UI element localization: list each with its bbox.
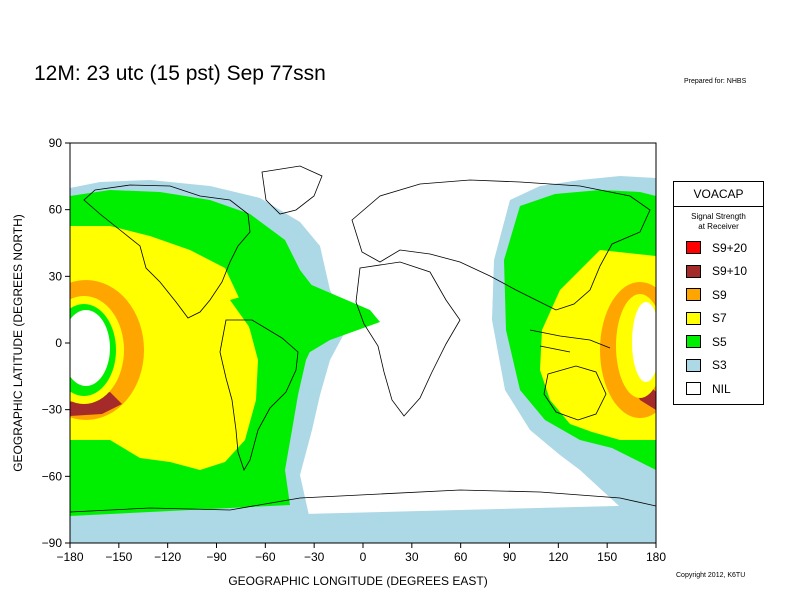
x-axis-label: GEOGRAPHIC LONGITUDE (DEGREES EAST) <box>228 574 487 588</box>
y-axis-label: GEOGRAPHIC LATITUDE (DEGREES NORTH) <box>11 214 25 472</box>
x-tick-label: 60 <box>454 550 468 564</box>
legend-swatch <box>686 311 701 325</box>
legend-label: S3 <box>712 358 727 373</box>
legend-label: S9+20 <box>712 240 748 255</box>
legend-subtitle-line2: at Receiver <box>698 222 739 231</box>
legend-title: VOACAP <box>674 182 763 207</box>
x-tick-label: −120 <box>154 550 181 564</box>
legend-item: S9+20 <box>674 236 763 260</box>
legend-label: S9+10 <box>712 264 748 279</box>
x-tick-label: −60 <box>255 550 276 564</box>
south-america-outline <box>219 319 299 471</box>
legend-swatch <box>686 382 701 396</box>
y-tick-label: 30 <box>49 269 63 283</box>
legend: VOACAP Signal Strength at Receiver S9+20… <box>673 181 764 405</box>
legend-item: S3 <box>674 354 763 378</box>
x-tick-label: 0 <box>360 550 367 564</box>
x-tick-label: 150 <box>597 550 617 564</box>
legend-item: S7 <box>674 307 763 331</box>
legend-swatch <box>686 288 701 302</box>
eurasia-outline <box>351 179 651 311</box>
greenland-outline <box>261 165 323 215</box>
legend-subtitle-line1: Signal Strength <box>691 212 746 221</box>
australia-outline <box>543 365 607 421</box>
legend-item: NIL <box>674 377 763 401</box>
inner-ring-nil <box>70 302 656 386</box>
coverage-areas <box>70 176 656 543</box>
x-tick-label: −150 <box>105 550 132 564</box>
y-axis-ticks: 90 60 30 0 −30 −60 −90 <box>42 136 70 550</box>
x-tick-label: −180 <box>56 550 83 564</box>
x-tick-label: 90 <box>503 550 517 564</box>
legend-label: S9 <box>712 287 727 302</box>
legend-swatch <box>686 264 701 278</box>
legend-label: NIL <box>712 381 731 396</box>
map-title: 12M: 23 utc (15 pst) Sep 77ssn <box>34 62 326 85</box>
continent-outlines <box>70 165 656 513</box>
copyright-note: Copyright 2012, K6TU <box>676 572 746 579</box>
north-america-outline <box>83 184 251 319</box>
x-axis-ticks: −180 −150 −120 −90 −60 −30 0 30 60 90 120 150 180 <box>56 543 666 564</box>
legend-label: S7 <box>712 311 727 326</box>
legend-swatch <box>686 335 701 349</box>
legend-items: S9+20 S9+10 S9 S7 S5 S3 NIL <box>674 236 763 401</box>
africa-outline <box>355 261 461 417</box>
x-tick-label: 180 <box>646 550 666 564</box>
y-tick-label: 90 <box>49 136 63 150</box>
legend-swatch <box>686 358 701 372</box>
legend-item: S9 <box>674 283 763 307</box>
y-tick-label: −90 <box>42 536 63 550</box>
legend-label: S5 <box>712 334 727 349</box>
legend-subtitle: Signal Strength at Receiver <box>674 212 763 232</box>
legend-item: S5 <box>674 330 763 354</box>
x-tick-label: 120 <box>548 550 568 564</box>
legend-item: S9+10 <box>674 260 763 284</box>
x-tick-label: −30 <box>304 550 325 564</box>
indonesia-outline <box>529 329 611 353</box>
y-tick-label: 0 <box>55 336 62 350</box>
y-tick-label: 60 <box>49 203 63 217</box>
x-tick-label: −90 <box>206 550 227 564</box>
legend-swatch <box>686 241 701 255</box>
y-tick-label: −30 <box>42 403 63 417</box>
y-tick-label: −60 <box>42 469 63 483</box>
atlantic-corridor <box>230 280 380 370</box>
x-tick-label: 30 <box>405 550 419 564</box>
prepared-for-note: Prepared for: NHBS <box>684 78 747 85</box>
antarctica-outline <box>70 489 656 513</box>
